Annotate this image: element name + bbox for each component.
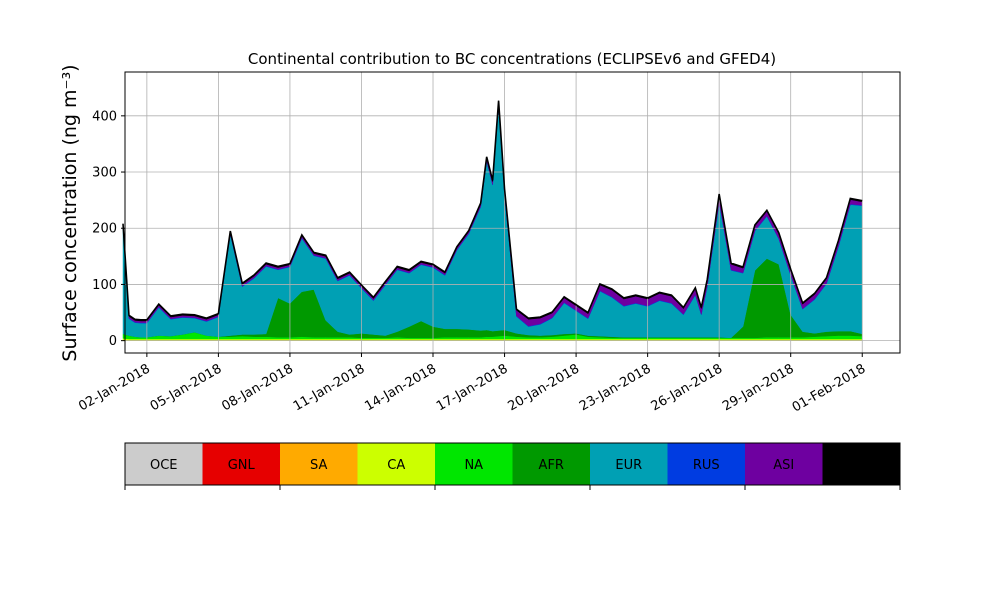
x-tick-label: 29-Jan-2018 — [720, 361, 797, 414]
y-tick-label: 200 — [92, 222, 117, 237]
legend-label: AFR — [539, 458, 564, 473]
legend-label: CA — [387, 458, 405, 473]
legend-swatch-asi — [745, 443, 823, 485]
total-concentration-line — [122, 100, 863, 321]
x-tick-label: 17-Jan-2018 — [434, 361, 511, 414]
x-tick-label: 26-Jan-2018 — [649, 361, 726, 414]
x-tick-label: 23-Jan-2018 — [577, 361, 654, 414]
legend-swatch-rus — [667, 443, 745, 485]
legend-swatch-aus — [822, 443, 900, 485]
y-axis-label: Surface concentration (ng m⁻³) — [59, 64, 81, 361]
legend-label: RUS — [693, 458, 720, 473]
y-tick-label: 100 — [92, 278, 117, 293]
x-tick-label: 02-Jan-2018 — [76, 361, 153, 414]
legend-swatch-sa — [280, 443, 358, 485]
legend-frame — [124, 442, 901, 486]
legend-label: NA — [464, 458, 483, 473]
total-line — [122, 100, 863, 321]
legend-label: ASI — [773, 458, 794, 473]
legend-swatch-ca — [357, 443, 435, 485]
x-tick-label: 14-Jan-2018 — [362, 361, 439, 414]
legend-colorbar: OCE GNL SA CA NA AFR EUR RUS ASI AUS — [124, 442, 901, 490]
y-tick-label: 300 — [92, 166, 117, 181]
legend-swatch-gnl — [202, 443, 280, 485]
legend-label: EUR — [615, 458, 642, 473]
legend-swatch-eur — [590, 443, 668, 485]
y-axis-ticks: 0 100 200 300 400 — [92, 109, 125, 349]
gridlines — [125, 72, 900, 353]
legend-swatch-oce — [125, 443, 203, 485]
area-layers — [122, 100, 863, 341]
legend-swatch-na — [435, 443, 513, 485]
chart-title: Continental contribution to BC concentra… — [248, 50, 776, 68]
legend-label: OCE — [150, 458, 178, 473]
x-tick-label: 20-Jan-2018 — [505, 361, 582, 414]
x-axis-ticks: 02-Jan-201805-Jan-201808-Jan-201811-Jan-… — [76, 353, 868, 415]
x-tick-label: 08-Jan-2018 — [219, 361, 296, 414]
plot-frame — [124, 71, 901, 354]
legend-swatch-afr — [512, 443, 590, 485]
legend-label: AUS — [848, 458, 875, 473]
x-tick-label: 05-Jan-2018 — [148, 361, 225, 414]
x-tick-label: 01-Feb-2018 — [790, 361, 869, 415]
y-tick-label: 400 — [92, 109, 117, 124]
legend-label: GNL — [228, 458, 256, 473]
y-tick-label: 0 — [109, 334, 117, 349]
x-tick-label: 11-Jan-2018 — [291, 361, 368, 414]
legend-label: SA — [310, 458, 327, 473]
